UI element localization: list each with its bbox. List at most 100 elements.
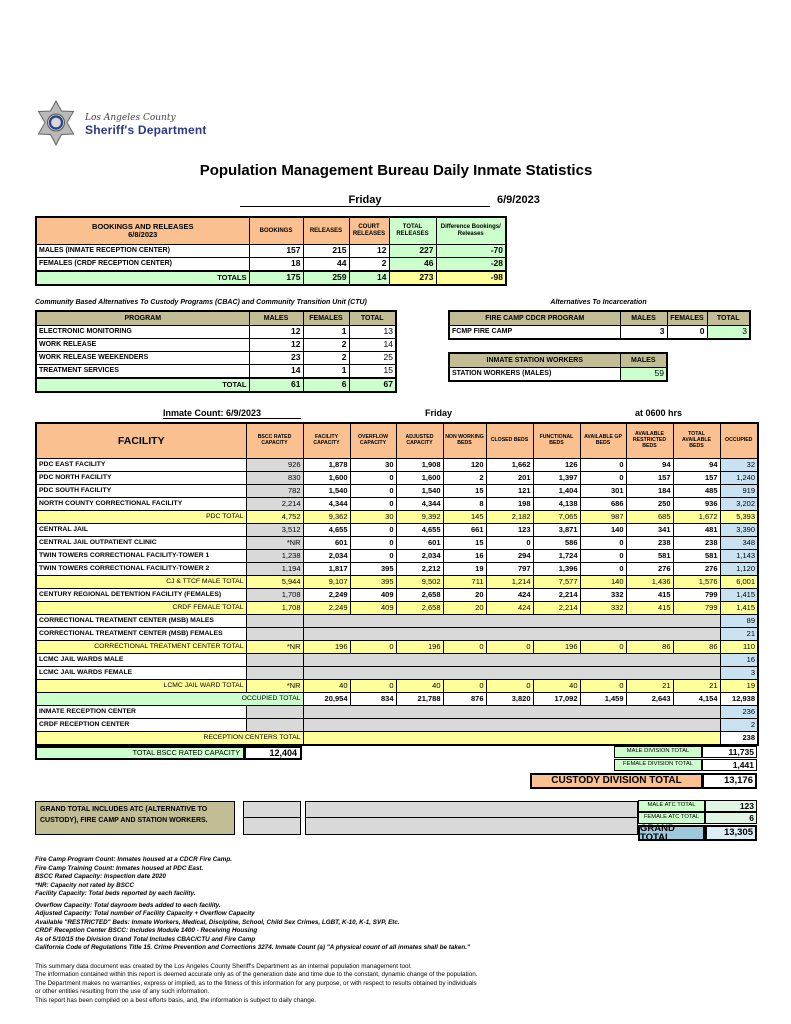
facility-label: PDC SOUTH FACILITY <box>35 484 247 498</box>
total-value: 196 <box>395 640 444 654</box>
facility-value: 1,540 <box>302 484 351 498</box>
facility-label: NORTH COUNTY CORRECTIONAL FACILITY <box>35 497 247 511</box>
bookings-value: 227 <box>388 244 437 258</box>
disclaimer-line: or other entities resulting from the use… <box>35 988 210 995</box>
occupied-total-label: OCCUPIED TOTAL <box>35 692 304 706</box>
disclaimer-line: The information contained within this re… <box>35 971 478 978</box>
station-workers-table: INMATE STATION WORKERS MALES STATION WORK… <box>448 352 668 382</box>
facility-value: 140 <box>579 523 627 537</box>
bookings-value: -28 <box>435 257 507 272</box>
total-bscc: 4,752 <box>245 510 304 524</box>
inmate-count-caption: Inmate Count: <box>163 408 224 418</box>
facility-value: 4,138 <box>532 497 581 511</box>
facility-value: 250 <box>625 497 674 511</box>
total-occupied: 110 <box>719 640 759 654</box>
cbac-row: WORK RELEASE 12 2 14 <box>35 338 397 352</box>
occupied_total-row: OCCUPIED TOTAL 20,954 834 21,788 876 3,820 17,… <box>35 692 759 706</box>
facility-value: 19 <box>442 562 487 576</box>
facility-bscc: 1,708 <box>245 588 304 602</box>
total-value: 1,436 <box>625 575 674 589</box>
atc-section: GRAND TOTAL INCLUDES ATC (ALTERNATIVE TO… <box>35 798 757 844</box>
facility-value: 1,600 <box>302 471 351 485</box>
bookings-value: 12 <box>348 244 390 258</box>
station-workers-row: STATION WORKERS (MALES) 59 <box>448 367 668 382</box>
facility-value: 1,878 <box>302 458 351 472</box>
facility-row: CENTURY REGIONAL DETENTION FACILITY (FEM… <box>35 588 759 602</box>
total-value: 0 <box>579 640 627 654</box>
bookings-totals-row: TOTALS 175 259 14 273 -98 <box>35 270 507 286</box>
facility-col-header: AVAILABLE RESTRICTED BEDS <box>625 422 674 459</box>
cbac-table: PROGRAM MALES FEMALES TOTAL ELECTRONIC MONI… <box>35 310 397 393</box>
total-value: 2,214 <box>532 601 581 615</box>
fire-camp-row: FCMP FIRE CAMP 3 0 3 <box>448 325 751 340</box>
facility-label: CORRECTIONAL TREATMENT CENTER (MSB) FEMA… <box>35 627 247 641</box>
total-value: 0 <box>349 679 397 693</box>
atc-gray-cell <box>243 801 301 818</box>
fire-camp-label: FCMP FIRE CAMP <box>448 325 621 340</box>
sheriff-star-icon <box>35 99 77 151</box>
cbac-males: 23 <box>248 351 304 365</box>
inmate-count-date: 6/9/2023 <box>226 408 262 418</box>
cbac-females: 1 <box>302 325 350 339</box>
facility-label: CORRECTIONAL TREATMENT CENTER (MSB) MALE… <box>35 614 247 628</box>
total-row: PDC TOTAL 4,752 9,362 30 9,392 145 2,182 7,065 9… <box>35 510 759 524</box>
bookings-value: 157 <box>248 244 304 258</box>
facility-col-header: TOTAL AVAILABLE BEDS <box>672 422 721 459</box>
cbac-row: WORK RELEASE WEEKENDERS 23 2 25 <box>35 351 397 365</box>
occupied-total-value: 834 <box>349 692 397 706</box>
facility-label: CENTRAL JAIL <box>35 523 247 537</box>
bookings-totals-value: 273 <box>388 270 437 286</box>
total-value: 1,214 <box>485 575 534 589</box>
facility-col-header: BSCC RATED CAPACITY <box>245 422 304 459</box>
bookings-col-header: COURT RELEASES <box>348 216 390 245</box>
bookings-value: -70 <box>435 244 507 258</box>
facility-bscc: 3,512 <box>245 523 304 537</box>
cbac-row: TREATMENT SERVICES 14 1 15 <box>35 364 397 379</box>
cbac-col-header: MALES <box>248 310 304 326</box>
facility-row: TWIN TOWERS CORRECTIONAL FACILITY-TOWER … <box>35 562 759 576</box>
inmate-count-row: Inmate Count: 6/9/2023 Friday at 0600 hr… <box>35 408 757 421</box>
station-workers-label: STATION WORKERS (MALES) <box>448 367 621 382</box>
cbac-females: 1 <box>302 364 350 379</box>
cbac-totals-label: TOTAL <box>35 377 250 393</box>
bookings-row: MALES (INMATE RECEPTION CENTER) 157 215 12 2… <box>35 244 507 258</box>
total-value: 424 <box>485 601 534 615</box>
grand-total-label: GRAND TOTAL <box>638 823 705 842</box>
facility-label: TWIN TOWERS CORRECTIONAL FACILITY-TOWER … <box>35 562 247 576</box>
facility-value: 3,871 <box>532 523 581 537</box>
facility-row: PDC EAST FACILITY 926 1,878 30 1,908 120 1,662… <box>35 458 759 472</box>
bookings-title-cell: BOOKINGS AND RELEASES 6/8/2023 <box>35 216 250 245</box>
facility-row: PDC NORTH FACILITY 830 1,600 0 1,600 2 201 1,39… <box>35 471 759 485</box>
facility-label: PDC NORTH FACILITY <box>35 471 247 485</box>
female-atc-label: FEMALE ATC TOTAL <box>638 812 705 824</box>
total-value: 2,249 <box>302 601 351 615</box>
total-value: 40 <box>395 679 444 693</box>
facility-value: 2,212 <box>395 562 444 576</box>
facility-col-header: CLOSED BEDS <box>485 422 534 459</box>
facility-value: 601 <box>395 536 444 550</box>
gray-row: LCMC JAIL WARDS MALE 16 <box>35 653 759 667</box>
female-atc-value: 6 <box>705 812 757 824</box>
occupied-total-value: 3,820 <box>485 692 534 706</box>
total-value: 30 <box>349 510 397 524</box>
facility-value: 1,600 <box>395 471 444 485</box>
bookings-header-row: BOOKINGS AND RELEASES 6/8/2023 BOOKINGS R… <box>35 216 507 245</box>
footnote-block-2: Overflow Capacity: Total dayroom beds ad… <box>35 902 757 953</box>
facility-col-header: ADJUSTED CAPACITY <box>395 422 444 459</box>
facility-bscc: 1,238 <box>245 549 304 563</box>
facility-value: 0 <box>349 497 397 511</box>
bookings-value: 44 <box>302 257 350 272</box>
facility-col-header: FACILITY <box>35 422 247 459</box>
total-label: PDC TOTAL <box>35 510 247 524</box>
total-bscc-value: 12,404 <box>244 746 302 760</box>
ati-title: Alternatives To Incarceration <box>550 299 647 306</box>
facility-bscc: 1,194 <box>245 562 304 576</box>
fire-camp-col-header: FIRE CAMP CDCR PROGRAM <box>448 310 621 326</box>
facility-value: 2,034 <box>395 549 444 563</box>
facility-value: 1,404 <box>532 484 581 498</box>
total-row: CORRECTIONAL TREATMENT CENTER TOTAL *NR 19… <box>35 640 759 654</box>
total-value: 40 <box>532 679 581 693</box>
facility-occupied: 2 <box>719 718 759 732</box>
facility-value: 301 <box>579 484 627 498</box>
